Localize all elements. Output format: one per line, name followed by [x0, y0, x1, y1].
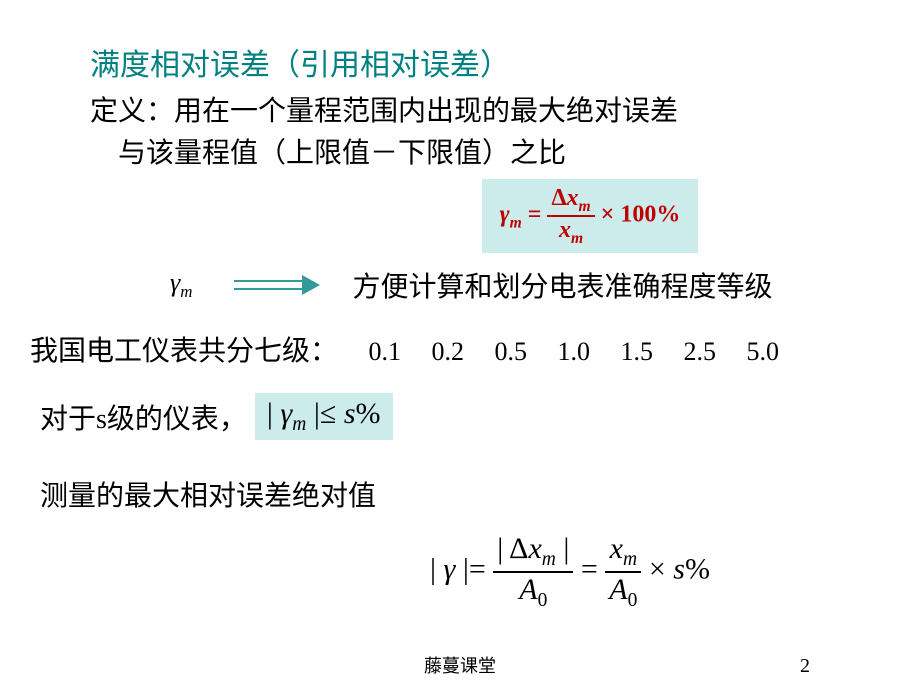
grade-0: 0.1 [369, 337, 402, 366]
sf-sub: m [292, 414, 306, 435]
slide-title: 满度相对误差（引用相对误差） [90, 40, 890, 84]
f1-lhs-sub: m [510, 214, 522, 231]
f1-num-sub: m [579, 198, 591, 215]
f2-lhs-sym: γ [444, 552, 456, 585]
f2-f1-num-abs-r: | [556, 532, 570, 565]
grade-2: 0.5 [495, 337, 528, 366]
grade-4: 1.5 [621, 337, 654, 366]
sf-sym: γ [280, 397, 292, 430]
f1-times: × 100% [601, 202, 681, 228]
gamma-sub: m [180, 282, 192, 301]
grades-label: 我国电工仪表共分七级： [30, 336, 338, 367]
grades-row: 我国电工仪表共分七级： 0.1 0.2 0.5 1.0 1.5 2.5 5.0 [30, 329, 890, 369]
f1-fraction: Δxm xm [547, 185, 594, 247]
sf-abs-r: | [306, 397, 320, 430]
gamma-m-symbol: γm [170, 268, 192, 302]
definition-line1: 定义：用在一个量程范围内出现的最大绝对误差 [90, 92, 890, 131]
grade-1: 0.2 [432, 337, 465, 366]
f2-fraction1: | Δxm | A0 [493, 532, 573, 611]
s-level-label: 对于s级的仪表， [40, 397, 247, 437]
formula2: | γ |= | Δxm | A0 = xm A0 × s% [250, 532, 890, 611]
f1-num-delta: Δ [551, 185, 566, 211]
f2-eq2: = [581, 552, 605, 585]
f2-f2-den-sub: 0 [628, 590, 638, 611]
grades-values: 0.1 0.2 0.5 1.0 1.5 2.5 5.0 [338, 337, 779, 366]
f2-f1-num-sub: m [542, 549, 556, 570]
f2-f1-num-abs-l: | [497, 532, 509, 565]
f2-times: × [649, 552, 673, 585]
f1-den-sub: m [571, 230, 583, 247]
grade-3: 1.0 [558, 337, 591, 366]
f2-lhs-abs-l: | [430, 552, 444, 585]
formula1: γm = Δxm xm × 100% [482, 179, 699, 253]
arrow-text: 方便计算和划分电表准确程度等级 [352, 265, 772, 305]
f2-f1-num-x: x [528, 532, 541, 565]
sf-op: ≤ [320, 397, 344, 430]
f2-lhs-abs-r: | [455, 552, 469, 585]
arrow-icon [232, 272, 322, 298]
sf-pct: % [356, 397, 381, 430]
page-number: 2 [800, 655, 810, 678]
f1-eq: = [528, 202, 548, 228]
f2-eq1: = [469, 552, 493, 585]
f1-num-x: x [567, 185, 579, 211]
f2-f2-num-sub: m [623, 549, 637, 570]
arrow-row: γm 方便计算和划分电表准确程度等级 [30, 265, 890, 305]
gamma-sym: γ [170, 268, 180, 297]
sf-abs-l: | [267, 397, 281, 430]
f1-lhs-sym: γ [500, 202, 510, 228]
f2-f2-den-A: A [609, 573, 627, 606]
f1-den-x: x [559, 217, 571, 243]
f2-fraction2: xm A0 [605, 532, 641, 611]
max-error-label: 测量的最大相对误差绝对值 [40, 474, 890, 514]
f2-rhs-pct: % [685, 552, 710, 585]
s-level-formula: | γm |≤ s% [255, 393, 393, 440]
sf-rhs: s [344, 397, 356, 430]
f2-f1-den-sub: 0 [538, 590, 548, 611]
definition-line2: 与该量程值（上限值－下限值）之比 [118, 131, 890, 171]
f2-rhs-s: s [673, 552, 685, 585]
f2-f2-num-x: x [610, 532, 623, 565]
s-level-row: 对于s级的仪表， | γm |≤ s% [30, 393, 890, 440]
formula1-container: γm = Δxm xm × 100% [290, 171, 890, 253]
f2-f1-num-delta: Δ [509, 532, 528, 565]
f2-f1-den-A: A [519, 573, 537, 606]
footer-text: 藤蔓课堂 [0, 652, 920, 678]
grade-5: 2.5 [684, 337, 717, 366]
grade-6: 5.0 [747, 337, 780, 366]
